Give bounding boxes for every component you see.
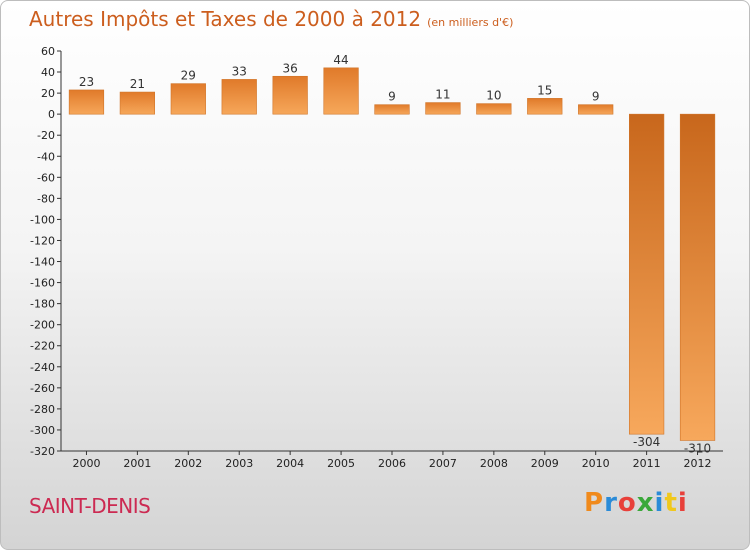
bar-2005 <box>323 67 359 115</box>
x-tick-label: 2003 <box>225 457 253 470</box>
value-label: 33 <box>232 64 247 78</box>
value-label: 44 <box>333 53 348 67</box>
x-tick-label: 2005 <box>327 457 355 470</box>
bar-2012 <box>679 113 716 441</box>
y-tick-label: -300 <box>30 424 55 437</box>
bar-2001 <box>119 91 155 115</box>
x-tick-label: 2009 <box>531 457 559 470</box>
axes: 60 40 20 0 -20 -40 -60 -80 -100 -120 -140 -160 -180 -… <box>30 45 723 458</box>
bar-2007 <box>425 102 461 115</box>
logo-letter: P <box>584 488 605 518</box>
value-label: 29 <box>181 69 196 83</box>
bar-2009 <box>527 98 563 115</box>
bars-layer <box>68 67 716 441</box>
y-tick-label: 20 <box>41 87 55 100</box>
y-tick-label: -80 <box>37 192 55 205</box>
value-label: 11 <box>435 88 450 102</box>
y-tick-label: -120 <box>30 234 55 247</box>
value-label: 36 <box>283 61 298 75</box>
x-tick-label: 2007 <box>429 457 457 470</box>
chart-subtitle: (en milliers d'€) <box>427 16 514 29</box>
bar-2003 <box>221 79 257 115</box>
x-tick-label: 2001 <box>123 457 151 470</box>
y-tick-label: -280 <box>30 403 55 416</box>
x-tick-label: 2000 <box>72 457 100 470</box>
logo-letter: i <box>654 488 665 518</box>
bar-2011 <box>629 113 665 435</box>
y-tick-label: -160 <box>30 277 55 290</box>
x-tick-label: 2004 <box>276 457 304 470</box>
y-tick-label: -40 <box>37 150 55 163</box>
y-tick-label: -220 <box>30 340 55 353</box>
y-tick-label: -100 <box>30 213 55 226</box>
logo-letter: x <box>636 488 655 518</box>
x-tick-label: 2002 <box>174 457 202 470</box>
y-tick-label: 60 <box>41 45 55 58</box>
x-tick-label: 2010 <box>582 457 610 470</box>
value-label: -310 <box>684 441 711 455</box>
chart-title-text: Autres Impôts et Taxes de 2000 à 2012 <box>29 7 422 31</box>
y-tick-label: -60 <box>37 171 55 184</box>
bar-2010 <box>578 104 614 115</box>
value-label: -304 <box>633 435 660 449</box>
y-tick-label: 0 <box>48 108 55 121</box>
value-label: 9 <box>388 90 396 104</box>
bar-2002 <box>170 83 206 115</box>
x-tick-label: 2011 <box>633 457 661 470</box>
y-tick-label: 40 <box>41 66 55 79</box>
x-tick-label: 2008 <box>480 457 508 470</box>
logo-letter: o <box>617 488 637 518</box>
bar-2004 <box>272 75 308 115</box>
bar-2008 <box>476 103 512 115</box>
logo-letter: r <box>604 488 618 518</box>
bar-2000 <box>68 89 105 115</box>
value-label: 10 <box>486 89 501 103</box>
value-label: 23 <box>79 75 94 89</box>
y-tick-label: -320 <box>30 445 55 458</box>
value-label: 9 <box>592 90 600 104</box>
place-name: SAINT-DENIS <box>29 494 151 518</box>
proxiti-logo: Proxiti <box>584 488 688 518</box>
value-label: 21 <box>130 77 145 91</box>
y-tick-label: -140 <box>30 256 55 269</box>
chart-title: Autres Impôts et Taxes de 2000 à 2012 (en… <box>29 7 513 31</box>
y-tick-label: -20 <box>37 129 55 142</box>
value-label: 15 <box>537 83 552 97</box>
logo-letter: t <box>664 488 678 518</box>
y-tick-label: -240 <box>30 361 55 374</box>
labels-layer: 2000 23 2001 21 2002 29 2003 33 2004 36 2005 44 2006… <box>72 53 711 470</box>
y-tick-label: -260 <box>30 382 55 395</box>
x-tick-label: 2012 <box>684 457 712 470</box>
bar-2006 <box>374 104 410 115</box>
y-tick-label: -180 <box>30 298 55 311</box>
logo-letter: i <box>677 488 688 518</box>
y-tick-label: -200 <box>30 319 55 332</box>
x-tick-label: 2006 <box>378 457 406 470</box>
